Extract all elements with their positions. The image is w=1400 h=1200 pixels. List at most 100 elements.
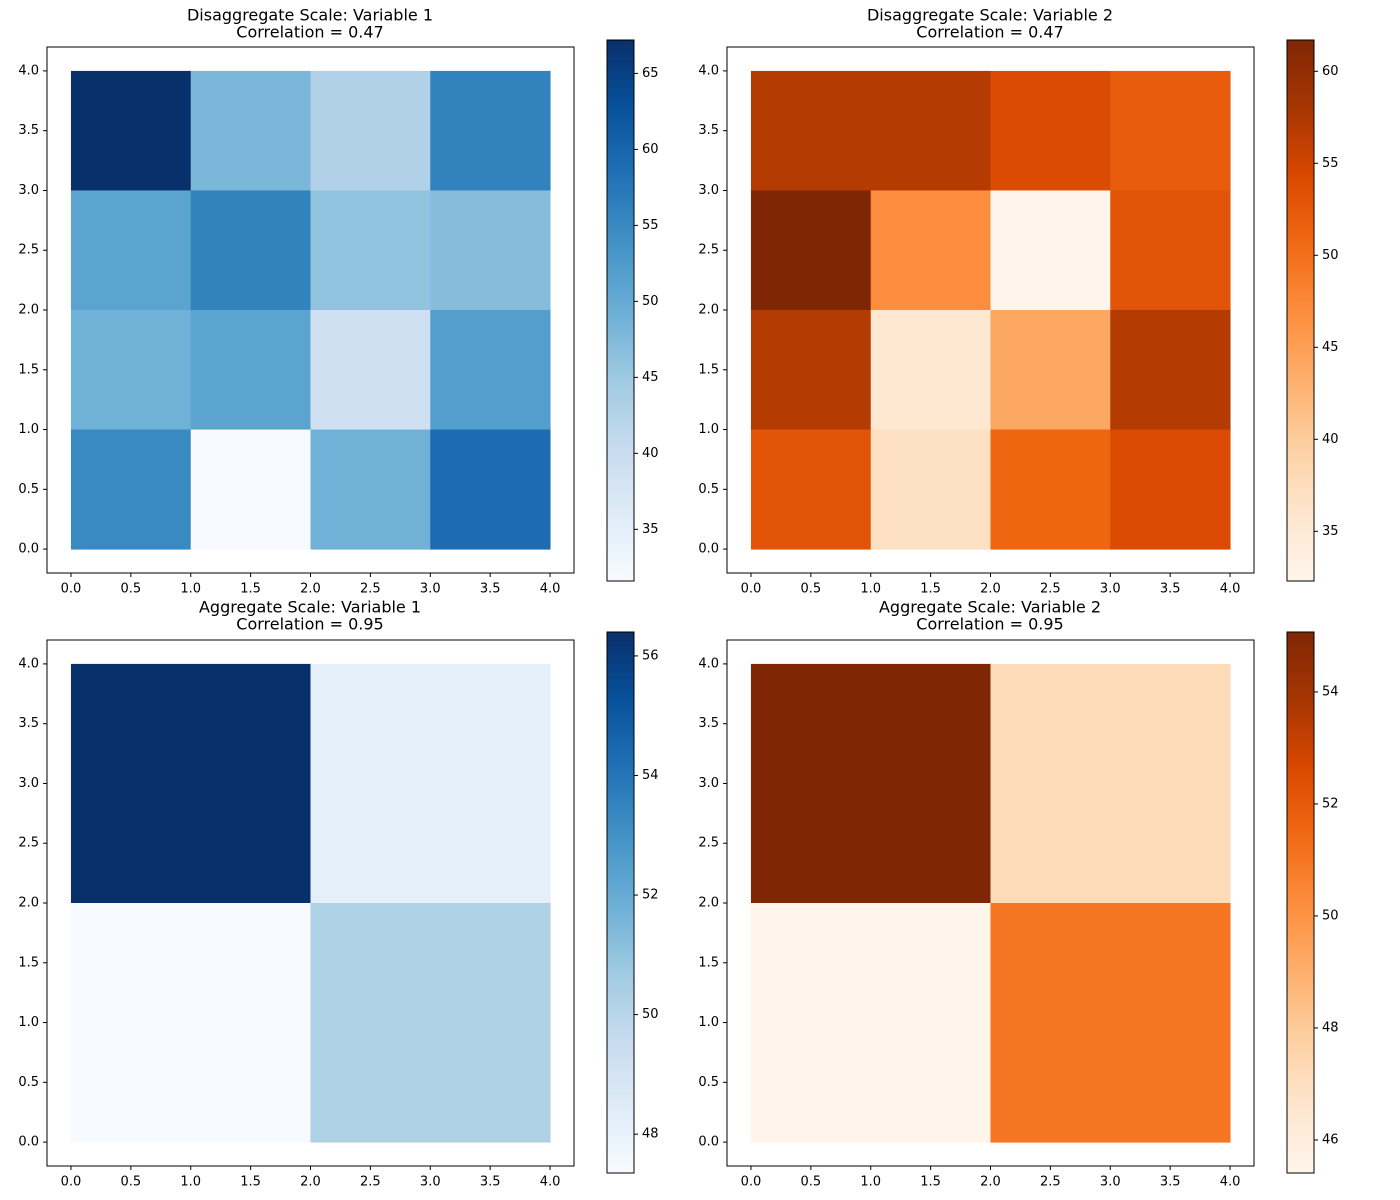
x-tick-label: 1.5 — [920, 582, 941, 597]
colorbar-tick-label: 40 — [642, 446, 659, 461]
y-tick-label: 3.5 — [698, 716, 719, 731]
y-tick-label: 2.0 — [18, 303, 39, 318]
heatmap-cell — [70, 663, 311, 904]
x-tick-label: 1.0 — [180, 582, 201, 597]
y-tick-label: 4.0 — [18, 63, 39, 78]
x-tick-label: 0.5 — [120, 582, 141, 597]
chart-title: Aggregate Scale: Variable 1 — [199, 598, 421, 617]
colorbar-tick-label: 55 — [1322, 156, 1339, 171]
x-tick-label: 4.0 — [540, 1175, 561, 1190]
y-tick-label: 3.5 — [18, 123, 39, 138]
x-tick-label: 2.0 — [300, 1175, 321, 1190]
colorbar-tick-label: 56 — [642, 648, 659, 663]
y-tick-label: 4.0 — [698, 656, 719, 671]
x-tick-label: 0.5 — [800, 582, 821, 597]
x-tick-label: 1.0 — [860, 582, 881, 597]
heatmap-cell — [430, 190, 551, 311]
x-tick-label: 2.0 — [300, 582, 321, 597]
heatmap-cell — [990, 429, 1111, 550]
colorbar-tick-label: 55 — [642, 218, 659, 233]
heatmap-cell — [70, 310, 192, 431]
y-tick-label: 0.0 — [698, 542, 719, 557]
colorbar — [1286, 631, 1315, 1174]
x-tick-label: 1.5 — [920, 1175, 941, 1190]
heatmap-cell — [430, 310, 551, 431]
x-tick-label: 0.0 — [61, 582, 82, 597]
y-tick-label: 3.0 — [18, 183, 39, 198]
heatmap-cell — [750, 903, 991, 1143]
y-tick-label: 2.0 — [698, 896, 719, 911]
y-tick-label: 1.0 — [18, 422, 39, 437]
heatmap-cell — [870, 70, 991, 191]
y-tick-label: 2.5 — [698, 836, 719, 851]
colorbar-tick-label: 48 — [1322, 1020, 1339, 1035]
y-tick-label: 2.0 — [18, 896, 39, 911]
colorbar-tick-label: 45 — [642, 370, 659, 385]
x-tick-label: 3.0 — [420, 1175, 441, 1190]
heatmap-cell — [1110, 310, 1231, 431]
y-tick-label: 3.5 — [18, 716, 39, 731]
chart-subtitle: Correlation = 0.47 — [236, 23, 383, 42]
heatmap-cell — [990, 663, 1231, 904]
heatmap-cell — [310, 310, 431, 431]
chart-subtitle: Correlation = 0.47 — [916, 23, 1063, 42]
y-tick-label: 3.0 — [698, 776, 719, 791]
heatmap-cell — [750, 663, 991, 904]
heatmap-cell — [310, 70, 431, 191]
heatmap-cell — [190, 429, 311, 550]
y-tick-label: 4.0 — [698, 63, 719, 78]
x-tick-label: 2.5 — [360, 582, 381, 597]
heatmap-cell — [430, 70, 551, 191]
heatmap-cell — [750, 310, 872, 431]
colorbar-tick-label: 46 — [1322, 1132, 1339, 1147]
x-tick-label: 2.5 — [1040, 582, 1061, 597]
y-tick-label: 3.0 — [18, 776, 39, 791]
heatmap-cell — [70, 70, 192, 191]
heatmap-cell — [870, 310, 991, 431]
y-tick-label: 0.0 — [18, 542, 39, 557]
x-tick-label: 3.5 — [480, 1175, 501, 1190]
colorbar-tick-label: 35 — [1322, 524, 1339, 539]
heatmap-cell — [750, 70, 872, 191]
colorbar-tick-label: 65 — [642, 66, 659, 81]
y-tick-label: 1.0 — [698, 1015, 719, 1030]
x-tick-label: 2.0 — [980, 1175, 1001, 1190]
colorbar-tick-label: 52 — [1322, 796, 1339, 811]
heatmap-cell — [310, 429, 431, 550]
colorbar-tick-label: 50 — [642, 1007, 659, 1022]
heatmap-cell — [750, 190, 872, 311]
y-tick-label: 0.0 — [698, 1135, 719, 1150]
heatmap-cell — [750, 429, 872, 550]
x-tick-label: 3.5 — [1160, 582, 1181, 597]
x-tick-label: 1.5 — [240, 582, 261, 597]
y-tick-label: 4.0 — [18, 656, 39, 671]
y-tick-label: 1.5 — [698, 362, 719, 377]
y-tick-label: 2.0 — [698, 303, 719, 318]
chart-subtitle: Correlation = 0.95 — [916, 615, 1063, 634]
y-tick-label: 2.5 — [18, 243, 39, 258]
y-tick-label: 3.5 — [698, 123, 719, 138]
y-tick-label: 1.5 — [18, 362, 39, 377]
heatmap-cell — [310, 903, 551, 1143]
colorbar-tick-label: 45 — [1322, 340, 1339, 355]
chart-title: Disaggregate Scale: Variable 2 — [867, 6, 1113, 25]
heatmap-cell — [190, 310, 311, 431]
x-tick-label: 3.5 — [1160, 1175, 1181, 1190]
heatmap-cell — [990, 70, 1111, 191]
y-tick-label: 1.5 — [698, 955, 719, 970]
colorbar — [1286, 39, 1315, 582]
colorbar-tick-label: 60 — [642, 142, 659, 157]
colorbar — [606, 631, 635, 1174]
colorbar-tick-label: 50 — [1322, 248, 1339, 263]
y-tick-label: 2.5 — [18, 836, 39, 851]
heatmap-cell — [190, 70, 311, 191]
y-tick-label: 1.0 — [698, 422, 719, 437]
heatmap-cell — [310, 663, 551, 904]
heatmap-cell — [70, 190, 192, 311]
x-tick-label: 0.5 — [120, 1175, 141, 1190]
heatmap-cell — [310, 190, 431, 311]
x-tick-label: 0.0 — [741, 582, 762, 597]
heatmap-cell — [870, 429, 991, 550]
